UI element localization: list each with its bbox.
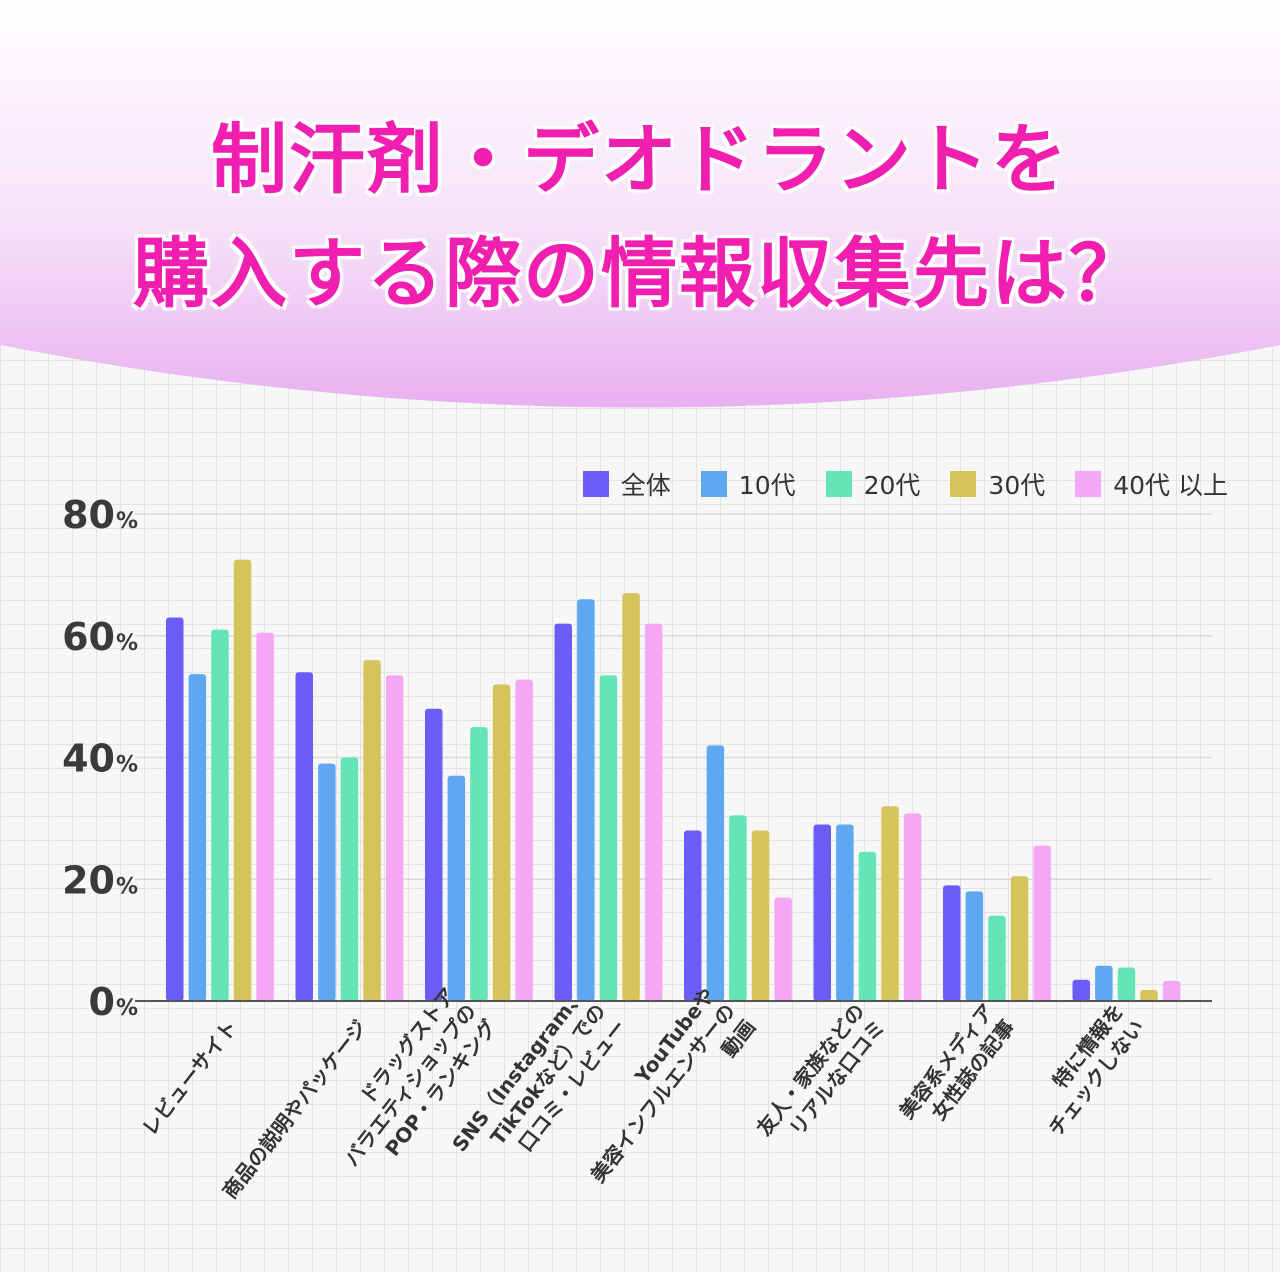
bar <box>188 674 207 1001</box>
bar <box>943 885 961 1001</box>
y-tick-label: 80 <box>62 493 115 537</box>
bar <box>340 757 359 1001</box>
y-tick-label: 60 <box>62 615 115 659</box>
bar <box>577 599 595 1001</box>
bar <box>684 830 702 1001</box>
bar <box>1117 967 1136 1001</box>
legend-label: 20代 <box>863 471 921 500</box>
bar <box>813 824 831 1001</box>
legend-label: 10代 <box>738 471 796 500</box>
legend-label: 30代 <box>988 471 1046 500</box>
legend-swatch <box>825 471 852 497</box>
category-label-line: 商品の説明やパッケージ <box>218 1015 372 1203</box>
bar <box>774 897 792 1001</box>
legend-swatch <box>1075 471 1102 497</box>
header-background <box>0 0 1280 408</box>
bar <box>447 775 466 1001</box>
y-tick-unit: % <box>116 753 138 778</box>
y-tick-unit: % <box>116 996 138 1021</box>
y-tick-unit: % <box>116 631 138 656</box>
bar <box>599 675 618 1001</box>
legend-swatch <box>950 471 977 497</box>
bar <box>1010 876 1029 1001</box>
bar <box>751 830 770 1001</box>
bar <box>965 891 984 1001</box>
bar <box>492 684 511 1001</box>
y-tick-label: 0 <box>89 980 115 1024</box>
bars <box>166 559 1181 1001</box>
legend-item: 10代 <box>700 466 796 502</box>
legend-item: 20代 <box>825 466 921 502</box>
bar <box>233 559 252 1001</box>
legend-item: 40代 以上 <box>1075 466 1228 502</box>
legend-item: 全体 <box>582 466 671 502</box>
bar <box>295 672 313 1001</box>
chart-legend: 全体 10代 20代 30代 40代 以上 <box>582 466 1228 502</box>
bar <box>363 660 381 1001</box>
category-label: レビューサイト <box>137 1015 242 1140</box>
bar <box>706 745 725 1001</box>
bar <box>1095 965 1113 1001</box>
bar <box>622 593 640 1001</box>
bar <box>729 815 747 1001</box>
legend-label: 40代 以上 <box>1113 471 1228 500</box>
bar <box>1072 979 1090 1001</box>
bar <box>1140 990 1158 1001</box>
bar <box>385 675 404 1001</box>
category-label-line: レビューサイト <box>137 1015 242 1140</box>
bar <box>211 629 229 1001</box>
bar <box>903 813 922 1001</box>
bar <box>988 915 1006 1001</box>
bar <box>644 623 663 1001</box>
bar <box>256 632 274 1001</box>
bar <box>515 679 533 1001</box>
legend-item: 30代 <box>950 466 1045 502</box>
category-label: 商品の説明やパッケージ <box>218 1015 372 1203</box>
category-labels: レビューサイト商品の説明やパッケージドラッグストアバラエティショップのPOP・ラ… <box>137 983 1148 1203</box>
axes: 0 %20 %40 %60 %80% <box>62 493 1212 1024</box>
bar <box>318 763 336 1001</box>
bar <box>1162 980 1181 1001</box>
bar <box>425 708 443 1001</box>
y-tick-unit: % <box>116 509 138 534</box>
bar <box>836 824 854 1001</box>
y-tick-unit: % <box>116 874 138 899</box>
page-title-line-2: 購入する際の情報収集先は？ <box>133 229 1147 318</box>
legend-swatch <box>700 471 727 497</box>
bar <box>881 806 899 1001</box>
bar <box>858 851 877 1001</box>
legend-swatch <box>582 471 609 497</box>
page-title-line-1: 制汗剤・デオドラントを <box>211 115 1069 204</box>
y-tick-label: 40 <box>62 737 115 781</box>
bar <box>166 617 184 1001</box>
gridlines <box>135 513 1212 880</box>
bar <box>554 623 572 1001</box>
legend-label: 全体 <box>620 471 671 500</box>
bar <box>470 727 488 1001</box>
bar <box>1033 845 1051 1001</box>
y-tick-label: 20 <box>62 858 115 902</box>
